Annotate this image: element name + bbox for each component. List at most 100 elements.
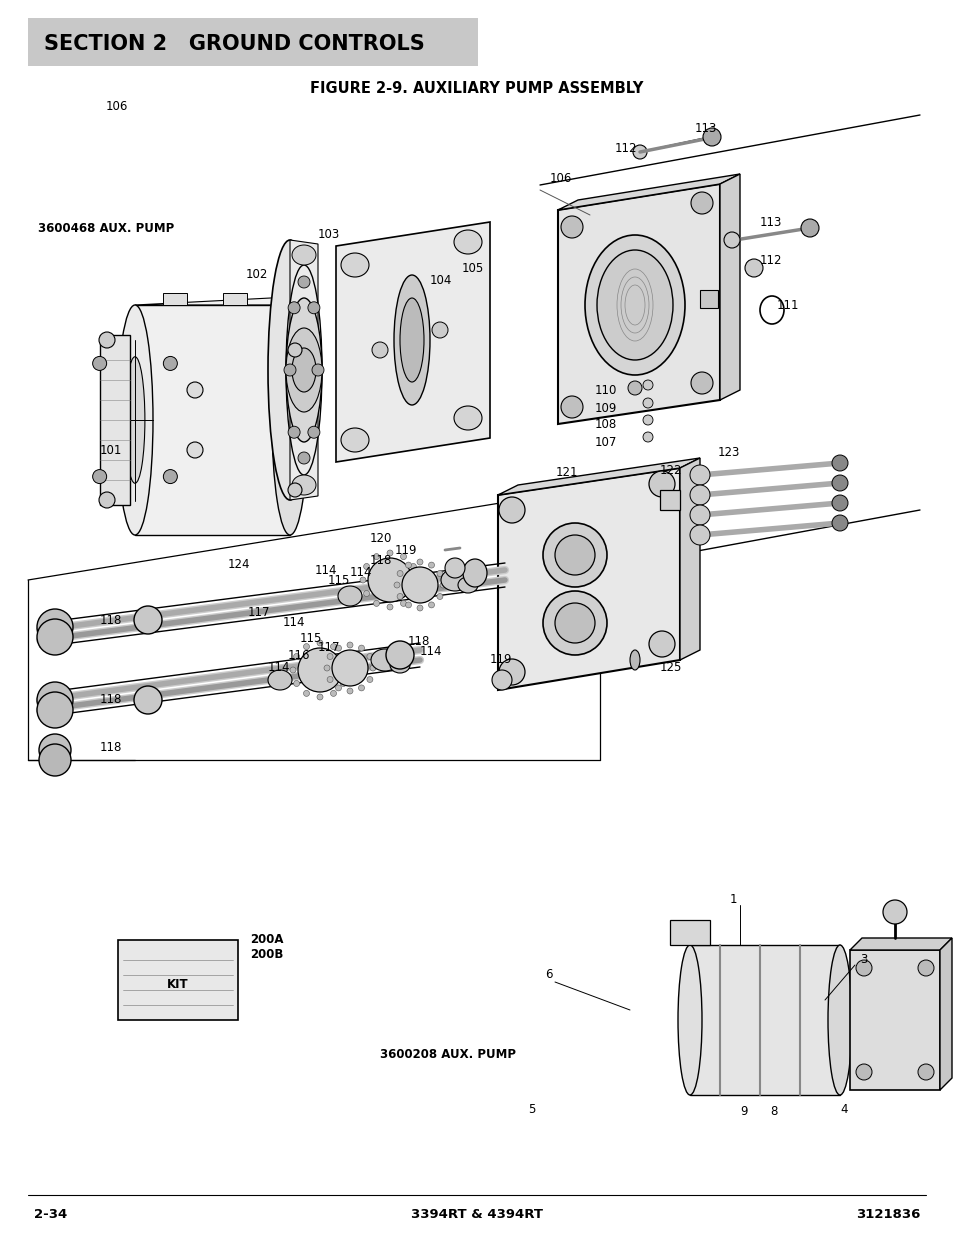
Ellipse shape: [340, 253, 369, 277]
Text: 112: 112: [760, 253, 781, 267]
Text: 4: 4: [840, 1104, 846, 1116]
Text: 3600208 AUX. PUMP: 3600208 AUX. PUMP: [379, 1049, 516, 1062]
Ellipse shape: [405, 601, 411, 608]
Text: 117: 117: [248, 605, 271, 619]
Ellipse shape: [294, 680, 299, 687]
Ellipse shape: [744, 259, 762, 277]
Text: 118: 118: [100, 694, 122, 706]
Ellipse shape: [332, 650, 368, 685]
Ellipse shape: [436, 571, 442, 577]
Ellipse shape: [288, 343, 302, 357]
Polygon shape: [335, 222, 490, 462]
Polygon shape: [849, 950, 939, 1091]
Ellipse shape: [312, 364, 324, 375]
Ellipse shape: [560, 396, 582, 417]
Ellipse shape: [370, 664, 375, 671]
Text: 8: 8: [769, 1105, 777, 1119]
Text: 102: 102: [246, 268, 268, 280]
Ellipse shape: [294, 653, 299, 659]
Text: 112: 112: [615, 142, 637, 154]
Ellipse shape: [400, 553, 406, 559]
Polygon shape: [720, 174, 740, 400]
Ellipse shape: [297, 452, 310, 464]
Ellipse shape: [390, 657, 410, 673]
Polygon shape: [689, 945, 840, 1095]
Ellipse shape: [642, 432, 652, 442]
Ellipse shape: [410, 563, 416, 569]
Text: 111: 111: [776, 299, 799, 311]
Text: 3121836: 3121836: [855, 1209, 919, 1221]
Ellipse shape: [37, 619, 73, 655]
Text: 110: 110: [595, 384, 617, 396]
Ellipse shape: [690, 372, 712, 394]
Ellipse shape: [374, 600, 379, 606]
Ellipse shape: [399, 298, 423, 382]
Ellipse shape: [689, 505, 709, 525]
Ellipse shape: [432, 322, 448, 338]
Ellipse shape: [633, 144, 646, 159]
Ellipse shape: [327, 653, 333, 659]
Ellipse shape: [416, 559, 422, 564]
Ellipse shape: [542, 592, 606, 655]
Ellipse shape: [498, 659, 524, 685]
Polygon shape: [939, 939, 951, 1091]
Ellipse shape: [542, 522, 606, 587]
Text: 117: 117: [317, 641, 340, 655]
Ellipse shape: [642, 415, 652, 425]
Text: KIT: KIT: [167, 978, 189, 992]
Ellipse shape: [367, 677, 373, 683]
Ellipse shape: [372, 342, 388, 358]
Text: 115: 115: [328, 573, 350, 587]
Ellipse shape: [917, 1065, 933, 1079]
Ellipse shape: [187, 382, 203, 398]
Polygon shape: [163, 293, 187, 305]
Ellipse shape: [462, 559, 486, 587]
Ellipse shape: [648, 631, 675, 657]
Text: 109: 109: [595, 401, 617, 415]
Ellipse shape: [454, 406, 481, 430]
Ellipse shape: [92, 469, 107, 484]
Ellipse shape: [831, 495, 847, 511]
Ellipse shape: [689, 466, 709, 485]
Text: 119: 119: [395, 543, 417, 557]
Ellipse shape: [316, 694, 323, 700]
Text: 118: 118: [100, 741, 122, 755]
Ellipse shape: [723, 232, 740, 248]
Polygon shape: [223, 293, 247, 305]
Text: 120: 120: [370, 531, 392, 545]
Ellipse shape: [374, 553, 379, 559]
Bar: [700, 290, 718, 308]
Ellipse shape: [290, 667, 295, 673]
Text: 124: 124: [228, 558, 251, 572]
Text: 113: 113: [695, 121, 717, 135]
Ellipse shape: [689, 485, 709, 505]
Ellipse shape: [560, 216, 582, 238]
Ellipse shape: [268, 240, 312, 500]
Ellipse shape: [335, 645, 341, 651]
Polygon shape: [679, 458, 700, 659]
Polygon shape: [497, 458, 700, 495]
Text: FIGURE 2-9. AUXILIARY PUMP ASSEMBLY: FIGURE 2-9. AUXILIARY PUMP ASSEMBLY: [310, 80, 643, 95]
Ellipse shape: [330, 643, 336, 650]
Ellipse shape: [690, 191, 712, 214]
Ellipse shape: [344, 667, 350, 673]
Ellipse shape: [642, 380, 652, 390]
Text: 121: 121: [556, 466, 578, 478]
Text: SECTION 2   GROUND CONTROLS: SECTION 2 GROUND CONTROLS: [44, 35, 424, 54]
Ellipse shape: [39, 734, 71, 766]
Ellipse shape: [584, 235, 684, 375]
Ellipse shape: [292, 245, 315, 266]
Ellipse shape: [99, 492, 115, 508]
Ellipse shape: [288, 426, 300, 438]
Ellipse shape: [288, 483, 302, 496]
Text: 1: 1: [729, 893, 737, 906]
Ellipse shape: [444, 558, 464, 578]
Text: 114: 114: [350, 566, 372, 578]
Ellipse shape: [428, 601, 434, 608]
Text: 114: 114: [283, 615, 305, 629]
Polygon shape: [497, 468, 679, 690]
Ellipse shape: [37, 692, 73, 727]
Ellipse shape: [330, 690, 336, 697]
Ellipse shape: [410, 590, 416, 597]
Ellipse shape: [454, 230, 481, 254]
